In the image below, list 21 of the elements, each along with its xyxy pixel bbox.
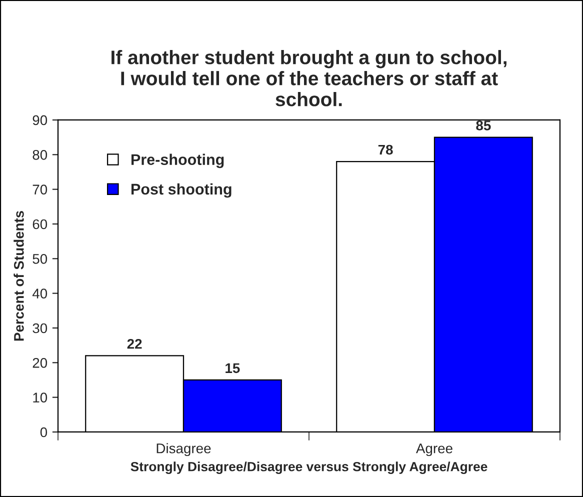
y-tick-label: 40 (32, 288, 48, 298)
data-label: 85 (476, 120, 491, 130)
y-tick-label: 50 (32, 254, 48, 264)
y-tick-label: 0 (40, 427, 48, 438)
legend-label: Post shooting (131, 183, 232, 198)
chart-title: If another student brought a gun to school, I would tell one of the teachers or staff at school. (112, 50, 506, 106)
y-tick-label: 80 (32, 150, 48, 160)
x-tick-label: Agree (416, 444, 452, 456)
y-tick-label: 10 (33, 392, 48, 402)
legend-label: Pre-shooting (131, 154, 224, 168)
y-tick-label: 20 (32, 358, 48, 368)
data-label: 78 (378, 144, 393, 155)
y-axis-title: Percent of Students (14, 210, 24, 341)
x-axis-title: Strongly Disagree/Disagree versus Strongly Agree/Agree (130, 462, 488, 474)
y-tick-label: 70 (32, 184, 48, 194)
y-tick-label: 90 (32, 115, 48, 126)
y-tick-label: 60 (32, 219, 48, 230)
data-label: 15 (226, 363, 240, 374)
y-tick-label: 30 (32, 323, 48, 334)
data-label: 22 (127, 338, 142, 349)
x-tick-label: Disagree (156, 443, 211, 456)
